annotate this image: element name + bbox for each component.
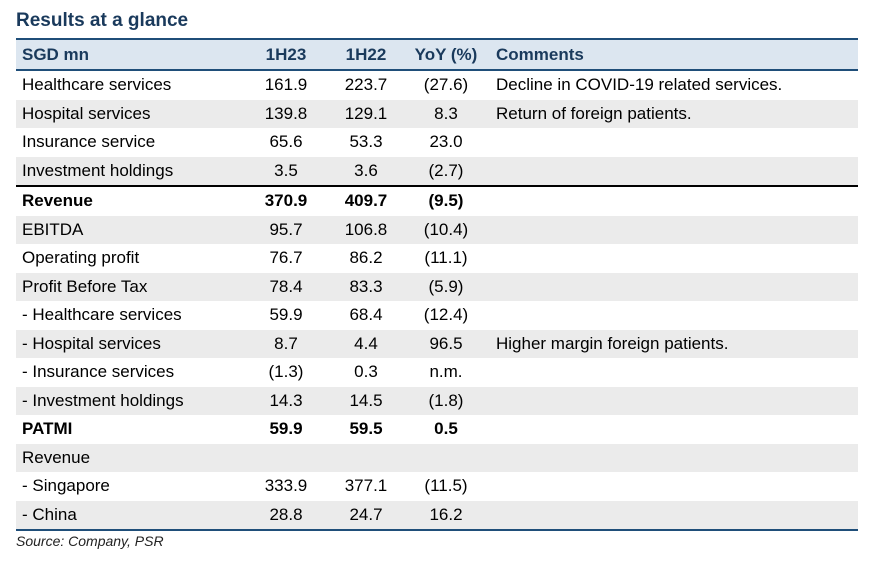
row-label: Investment holdings xyxy=(22,160,174,180)
row-value: 65.6 xyxy=(269,132,303,152)
header-comments: Comments xyxy=(496,44,584,64)
row-value: 14.3 xyxy=(269,390,303,410)
table-title: Results at a glance xyxy=(16,10,189,31)
row-label: - Insurance services xyxy=(22,362,175,382)
row-value: 223.7 xyxy=(344,75,388,95)
row-value: 68.4 xyxy=(349,305,383,325)
table-row: Operating profit 76.7 86.2 (11.1) xyxy=(16,244,858,273)
row-value: 8.3 xyxy=(434,103,458,123)
row-value: 4.4 xyxy=(354,333,378,353)
results-table: SGD mn 1H23 1H22 YoY (%) Comments Health… xyxy=(16,38,858,531)
row-comment: Decline in COVID-19 related services. xyxy=(496,75,783,95)
table-row: - Singapore 333.9 377.1 (11.5) xyxy=(16,472,858,501)
table-row: Profit Before Tax 78.4 83.3 (5.9) xyxy=(16,272,858,301)
row-value: 78.4 xyxy=(269,276,303,296)
table-row: - Investment holdings 14.3 14.5 (1.8) xyxy=(16,386,858,415)
table-row: Hospital services 139.8 129.1 8.3 Return of … xyxy=(16,99,858,128)
table-row: Investment holdings 3.5 3.6 (2.7) xyxy=(16,156,858,185)
row-label: - China xyxy=(22,504,77,524)
table-row: Healthcare services 161.9 223.7 (27.6) Decli… xyxy=(16,71,858,100)
row-value: 96.5 xyxy=(429,333,463,353)
row-value: (5.9) xyxy=(428,276,464,296)
row-comment: Return of foreign patients. xyxy=(496,103,692,123)
row-value: (10.4) xyxy=(423,219,469,239)
row-label: Hospital services xyxy=(22,103,151,123)
table-body: Healthcare services 161.9 223.7 (27.6) Decli… xyxy=(16,71,858,529)
row-value: 14.5 xyxy=(349,390,383,410)
row-label: - Investment holdings xyxy=(22,390,184,410)
row-label: PATMI xyxy=(22,419,73,439)
row-value: 3.6 xyxy=(354,160,378,180)
header-yoy: YoY (%) xyxy=(414,44,478,64)
table-row: EBITDA 95.7 106.8 (10.4) xyxy=(16,215,858,244)
row-value: 53.3 xyxy=(349,132,383,152)
row-value: n.m. xyxy=(429,362,463,382)
row-value: 83.3 xyxy=(349,276,383,296)
row-value: 161.9 xyxy=(264,75,308,95)
row-value: 139.8 xyxy=(264,103,308,123)
header-1h23: 1H23 xyxy=(265,44,307,64)
row-label: - Hospital services xyxy=(22,333,161,353)
row-value: 3.5 xyxy=(274,160,298,180)
header-label: SGD mn xyxy=(22,44,90,64)
row-value: (1.8) xyxy=(428,390,464,410)
table-row: PATMI 59.9 59.5 0.5 xyxy=(16,415,858,444)
row-value: 16.2 xyxy=(429,504,463,524)
row-label: - Singapore xyxy=(22,476,110,496)
row-label: Healthcare services xyxy=(22,75,172,95)
row-value: 59.5 xyxy=(349,419,383,439)
row-label: Insurance service xyxy=(22,132,156,152)
row-value: 59.9 xyxy=(269,419,303,439)
row-value: 59.9 xyxy=(269,305,303,325)
row-value: 76.7 xyxy=(269,248,303,268)
row-value: (12.4) xyxy=(423,305,469,325)
table-bottom-rule xyxy=(16,529,858,531)
row-label: EBITDA xyxy=(22,219,84,239)
row-value: (11.1) xyxy=(424,248,468,268)
row-value: 86.2 xyxy=(349,248,383,268)
table-row: Insurance service 65.6 53.3 23.0 xyxy=(16,128,858,157)
row-label: Revenue xyxy=(22,191,93,211)
row-value: 24.7 xyxy=(349,504,383,524)
row-value: (27.6) xyxy=(423,75,469,95)
row-value: 8.7 xyxy=(274,333,298,353)
row-value: 106.8 xyxy=(344,219,388,239)
row-value: 95.7 xyxy=(269,219,303,239)
table-row: - Insurance services (1.3) 0.3 n.m. xyxy=(16,358,858,387)
row-label: Revenue xyxy=(22,447,91,467)
row-value: (9.5) xyxy=(428,191,464,211)
row-value: 28.8 xyxy=(269,504,303,524)
row-label: - Healthcare services xyxy=(22,305,182,325)
source-note: Source: Company, PSR xyxy=(16,533,164,549)
row-value: 0.3 xyxy=(354,362,378,382)
row-value: 333.9 xyxy=(264,476,308,496)
row-value: 409.7 xyxy=(344,191,388,211)
row-value: 23.0 xyxy=(429,132,463,152)
table-row: - China 28.8 24.7 16.2 xyxy=(16,500,858,529)
row-value: (1.3) xyxy=(268,362,304,382)
table-header: SGD mn 1H23 1H22 YoY (%) Comments xyxy=(16,38,858,71)
row-value: 377.1 xyxy=(344,476,388,496)
row-label: Profit Before Tax xyxy=(22,276,148,296)
row-value: (11.5) xyxy=(424,476,468,496)
row-label: Operating profit xyxy=(22,248,140,268)
table-row: - Healthcare services 59.9 68.4 (12.4) xyxy=(16,301,858,330)
row-value: (2.7) xyxy=(428,160,464,180)
row-comment: Higher margin foreign patients. xyxy=(496,333,729,353)
row-value: 370.9 xyxy=(264,191,308,211)
header-1h22: 1H22 xyxy=(345,44,387,64)
row-value: 0.5 xyxy=(434,419,458,439)
row-value: 129.1 xyxy=(344,103,388,123)
table-row: Revenue 370.9 409.7 (9.5) xyxy=(16,185,858,216)
table-row: Revenue xyxy=(16,443,858,472)
table-row: - Hospital services 8.7 4.4 96.5 Higher marg… xyxy=(16,329,858,358)
